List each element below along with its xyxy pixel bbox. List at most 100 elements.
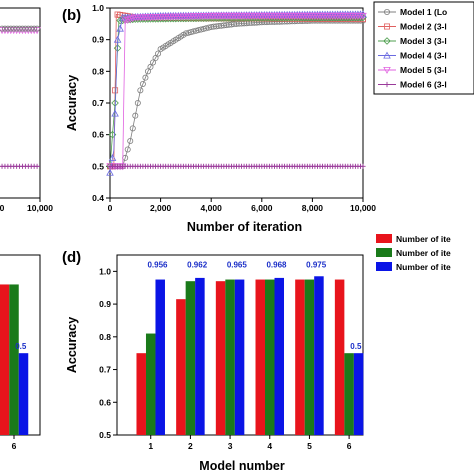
legend-marker: [383, 8, 390, 15]
legend-label: Number of ite: [396, 262, 451, 272]
bar-model-2-series-3: [195, 277, 205, 435]
cropped-label-mask: [3, 263, 13, 272]
data-point: [150, 59, 157, 66]
data-label: 0.956: [147, 260, 168, 269]
data-point: [25, 25, 32, 32]
legend: Model 1 (Lo Model 2 (3-l Model 3 (3-l Model…: [373, 1, 474, 95]
data-point: [144, 68, 151, 75]
legend-entry: Number of ite: [376, 234, 451, 244]
data-point: [1, 25, 8, 32]
data-point: [0, 25, 6, 32]
x-tick-label: 6: [347, 441, 352, 451]
x-tick-label: 10,000: [350, 203, 376, 213]
data-point: [152, 55, 159, 62]
y-tick-label: 0.7: [92, 98, 104, 108]
data-label: 0.975: [306, 260, 327, 269]
data-point: [124, 146, 131, 153]
legend-entry: Model 1 (Lo: [378, 7, 447, 17]
y-tick-label: 0.8: [99, 332, 111, 342]
legend-label: Number of ite: [396, 248, 451, 258]
data-point: [113, 35, 122, 43]
legend-swatch: [376, 248, 392, 257]
legend-label: Model 4 (3-l: [400, 51, 447, 61]
data-point: [147, 63, 154, 70]
y-tick-label: 0.7: [99, 365, 111, 375]
series-model-3: [106, 13, 367, 171]
legend: Number of ite Number of ite Number of ite: [376, 234, 451, 272]
panel-b: 0.4 0.5 0.6 0.7 0.8 0.9 1.0 0 2,000 4,000 6,000 8,0…: [62, 1, 474, 234]
y-tick-label: 0.6: [99, 397, 111, 407]
x-tick-label: 8,000: [302, 203, 324, 213]
y-axis-label: Accuracy: [65, 75, 79, 131]
panel-d: 0.5 0.6 0.7 0.8 0.9 1.0 1 0.956 2 0.962 3 0.965 4 0.9…: [62, 234, 451, 473]
y-tick-label: 0.8: [92, 66, 104, 76]
legend-box: [373, 1, 474, 95]
bar-model-1-series-3: [155, 279, 165, 435]
legend-marker: [383, 67, 391, 74]
data-point: [4, 25, 11, 32]
bar-model-2-series-2: [185, 281, 196, 435]
data-point: [359, 12, 367, 20]
data-point: [112, 87, 119, 94]
plot-frame: [109, 7, 364, 199]
x-tick-label: 6,000: [251, 203, 273, 213]
data-point: [106, 168, 114, 176]
bar-model-3-series-3: [234, 279, 245, 435]
bar-model-4-series-3: [274, 277, 285, 435]
panel-a-partial: 0 10,000: [0, 7, 53, 213]
y-tick-label: 0.5: [92, 161, 104, 171]
legend-entry: Model 6 (3-l: [378, 80, 447, 90]
legend-label: Model 5 (3-l: [400, 65, 447, 75]
x-axis-label: Number of iteration: [187, 220, 302, 234]
series-line: [110, 15, 363, 167]
panel-label: (b): [62, 7, 81, 24]
bar-model-6-series-3: [353, 353, 364, 435]
data-point: [28, 25, 35, 32]
y-tick-label: 0.4: [92, 193, 104, 203]
legend-marker: [383, 37, 391, 45]
data-label: 0.5: [350, 342, 362, 351]
legend-swatch: [376, 234, 392, 243]
data-point: [7, 25, 14, 32]
bar-model-6-series-3: [18, 353, 29, 435]
panel-label: (d): [62, 249, 81, 266]
bar-model-5-series-2: [304, 279, 315, 435]
data-point: [155, 50, 162, 57]
legend-label: Model 1 (Lo: [400, 7, 447, 17]
series-line: [110, 20, 363, 167]
legend-entry: Model 4 (3-l: [378, 51, 447, 61]
bar-model-6-series-1: [0, 284, 10, 435]
y-tick-label: 0.5: [99, 430, 111, 440]
data-point: [359, 10, 367, 18]
data-point: [127, 137, 134, 144]
x-tick-label: 2: [188, 441, 193, 451]
bar-model-3-series-2: [225, 279, 235, 435]
series-model-5-partial: [0, 25, 41, 35]
x-tick-label: 4,000: [201, 203, 223, 213]
y-tick-label: 0.9: [92, 35, 104, 45]
legend-label: Model 2 (3-l: [400, 22, 447, 32]
bar-model-1-series-1: [136, 353, 146, 435]
x-tick-label: 4: [267, 441, 272, 451]
legend-swatch: [376, 262, 392, 271]
x-tick-label: 0: [0, 203, 5, 213]
data-point: [10, 25, 17, 32]
data-point: [360, 163, 366, 169]
x-tick-label: 2,000: [150, 203, 172, 213]
data-label: 0.5: [15, 342, 27, 351]
data-label: 0.962: [187, 260, 208, 269]
y-tick-label: 1.0: [92, 3, 104, 13]
data-point: [142, 74, 149, 81]
legend-marker: [384, 81, 390, 88]
data-point: [34, 163, 40, 169]
legend-entry: Number of ite: [376, 262, 451, 272]
series-line: [110, 13, 363, 167]
data-point: [139, 81, 146, 88]
x-tick-label: 6: [12, 441, 17, 451]
x-axis-label: Model number: [199, 459, 285, 473]
y-axis-label: Accuracy: [65, 317, 79, 373]
bar-model-2-series-1: [176, 299, 186, 435]
bar-model-6-series-1: [334, 279, 345, 435]
bar-model-3-series-1: [215, 281, 226, 435]
data-label: 0.968: [266, 260, 287, 269]
